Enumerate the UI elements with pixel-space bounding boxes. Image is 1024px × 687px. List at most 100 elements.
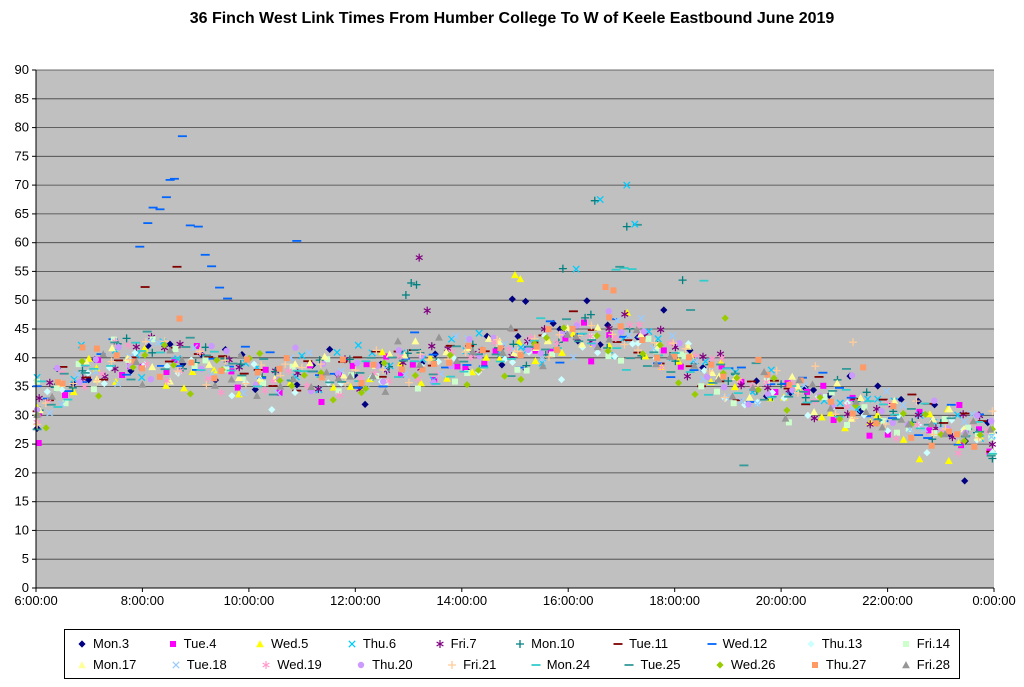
legend-label: Fri.21: [463, 657, 497, 672]
y-tick-label: 85: [15, 91, 29, 106]
legend-item: Tue.11: [610, 636, 668, 651]
y-tick-label: 50: [15, 292, 29, 307]
legend-label: Wed.5: [270, 636, 309, 651]
legend-label: Tue.4: [183, 636, 217, 651]
legend-item: Mon.10: [512, 636, 575, 651]
y-tick-label: 35: [15, 379, 29, 394]
legend-marker-triangle-icon: [78, 660, 86, 668]
legend-label: Wed.12: [722, 636, 768, 651]
legend-item: Wed.12: [704, 636, 768, 651]
legend-marker-dash-icon: [624, 663, 634, 666]
legend-item: Thu.6: [344, 636, 396, 651]
legend-marker-x-icon: [172, 660, 180, 669]
outlier-points: [35, 135, 969, 485]
x-tick-label: 14:00:00: [436, 593, 487, 608]
x-tick-label: 6:00:00: [14, 593, 57, 608]
legend-label: Mon.24: [546, 657, 591, 672]
series-points: [55, 314, 978, 450]
y-tick-label: 25: [15, 436, 29, 451]
legend-item: Thu.27: [807, 657, 866, 672]
x-tick-label: 10:00:00: [224, 593, 275, 608]
legend-label: Tue.18: [186, 657, 227, 672]
chart-legend: Mon.3 Tue.4 Wed.5 Thu.6 Fri.7 Mon.10 Tue.11 Wed…: [64, 629, 960, 679]
y-tick-label: 20: [15, 465, 29, 480]
legend-marker-x-icon: [348, 639, 356, 648]
legend-label: Mon.3: [93, 636, 130, 651]
y-tick-label: 90: [15, 62, 29, 77]
legend-item: Fri.28: [898, 657, 950, 672]
legend-item: Wed.26: [712, 657, 776, 672]
legend-item: Fri.21: [444, 657, 496, 672]
legend-item: Wed.5: [252, 636, 308, 651]
legend-wrap: Mon.3 Tue.4 Wed.5 Thu.6 Fri.7 Mon.10 Tue.11 Wed…: [0, 629, 1024, 679]
y-tick-label: 5: [22, 551, 29, 566]
legend-label: Thu.20: [372, 657, 413, 672]
legend-item: Mon.3: [74, 636, 129, 651]
legend-label: Thu.27: [825, 657, 867, 672]
series-points: [34, 333, 995, 441]
series-points: [37, 317, 997, 455]
y-tick-label: 40: [15, 350, 29, 365]
y-tick-label: 15: [15, 494, 29, 509]
legend-marker-dash-icon: [613, 642, 623, 645]
legend-label: Thu.6: [362, 636, 397, 651]
legend-label: Fri.28: [916, 657, 950, 672]
x-tick-label: 8:00:00: [121, 593, 164, 608]
y-tick-label: 45: [15, 321, 29, 336]
legend-item: Thu.13: [803, 636, 862, 651]
legend-item: Wed.19: [258, 657, 322, 672]
legend-label: Fri.7: [450, 636, 477, 651]
series-points: [33, 321, 997, 442]
legend-item: Tue.4: [165, 636, 217, 651]
legend-marker-plus-icon: [516, 639, 525, 648]
legend-marker-plus-icon: [448, 660, 457, 669]
legend-marker-square-icon: [811, 661, 818, 668]
legend-item: Fri.14: [898, 636, 950, 651]
legend-marker-triangle-icon: [256, 639, 264, 647]
legend-row: Mon.17 Tue.18 Wed.19 Thu.20 Fri.21 Mon.24 Tue.…: [74, 654, 950, 675]
x-tick-label: 20:00:00: [756, 593, 807, 608]
legend-row: Mon.3 Tue.4 Wed.5 Thu.6 Fri.7 Mon.10 Tue.11 Wed…: [74, 633, 950, 654]
legend-marker-square-icon: [902, 640, 909, 647]
gridlines: [36, 69, 994, 560]
legend-item: Fri.7: [432, 636, 477, 651]
legend-marker-square-icon: [169, 640, 176, 647]
y-tick-label: 65: [15, 206, 29, 221]
y-tick-label: 75: [15, 148, 29, 163]
legend-marker-diamond-icon: [716, 660, 724, 669]
legend-label: Mon.17: [93, 657, 137, 672]
x-tick-label: 0:00:00: [972, 593, 1015, 608]
legend-item: Thu.20: [353, 657, 413, 672]
legend-item: Mon.24: [528, 657, 590, 672]
legend-label: Wed.26: [730, 657, 776, 672]
legend-marker-dash-icon: [707, 642, 717, 645]
series-points: [33, 320, 992, 457]
y-tick-label: 70: [15, 177, 29, 192]
scatter-plot: 0 5 10 15 20 25 30 35 40 45 50 55 60 65 70 75 80 85 90 6:00…: [14, 62, 1015, 608]
legend-marker-circle-icon: [357, 661, 365, 668]
legend-item: Tue.18: [168, 657, 227, 672]
legend-marker-dash-icon: [531, 663, 541, 666]
y-tick-label: 0: [22, 580, 29, 595]
y-tick-label: 55: [15, 263, 29, 278]
legend-item: Tue.25: [621, 657, 680, 672]
legend-marker-diamond-icon: [78, 639, 86, 648]
x-tick-label: 18:00:00: [649, 593, 700, 608]
legend-label: Tue.11: [629, 636, 669, 651]
legend-label: Fri.14: [916, 636, 950, 651]
legend-item: Mon.17: [74, 657, 136, 672]
legend-label: Thu.13: [821, 636, 863, 651]
y-tick-label: 60: [15, 235, 29, 250]
legend-label: Wed.19: [277, 657, 322, 672]
y-tick-label: 30: [15, 407, 29, 422]
legend-label: Mon.10: [531, 636, 575, 651]
y-tick-label: 10: [15, 522, 29, 537]
chart-title: 36 Finch West Link Times From Humber Col…: [189, 10, 835, 27]
x-tick-label: 22:00:00: [862, 593, 913, 608]
legend-marker-triangle-icon: [901, 660, 910, 668]
x-tick-label: 16:00:00: [543, 593, 594, 608]
legend-marker-asterisk-icon: [262, 660, 270, 669]
y-tick-label: 80: [15, 120, 29, 135]
series-points: [33, 324, 995, 438]
